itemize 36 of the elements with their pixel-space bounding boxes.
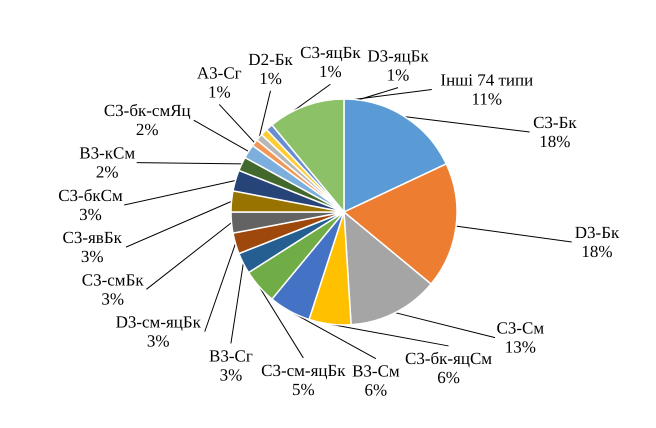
data-label: 1% xyxy=(208,82,231,102)
slice-label: D3-Бк xyxy=(574,223,620,242)
data-label: 2% xyxy=(96,162,119,182)
data-label: 1% xyxy=(259,68,282,88)
slice-label: D2-Бк xyxy=(248,50,294,69)
data-label: 3% xyxy=(79,204,102,224)
slice-label: D3-см-яцБк xyxy=(116,312,202,332)
slice-label: А3-Сг xyxy=(196,63,242,82)
data-label: 18% xyxy=(581,242,613,262)
slice-label: В3-См xyxy=(352,362,400,381)
slice-label: С3-яцБк xyxy=(300,43,362,62)
slice-label: С3-явБк xyxy=(62,228,123,248)
data-label: 3% xyxy=(101,289,124,308)
data-label: 2% xyxy=(136,120,159,140)
slice-label: С3-бк-яцСм xyxy=(404,348,492,368)
slice-label: С3-См xyxy=(496,318,544,338)
slice-label: В3-кСм xyxy=(79,144,136,163)
slice-label: Інші 74 типи xyxy=(440,70,534,90)
slice-label: С3-смБк xyxy=(82,270,144,290)
data-label: 18% xyxy=(539,132,570,152)
data-label: 13% xyxy=(504,338,536,357)
slice-label: С3-бк-смЯц xyxy=(104,101,191,120)
data-label: 6% xyxy=(364,380,388,400)
data-label: 6% xyxy=(437,368,460,387)
slice-label: С3-Бк xyxy=(533,113,578,132)
data-label: 3% xyxy=(80,247,104,266)
slice-label: D3-яцБк xyxy=(367,46,430,66)
slice-label: С3-бкСм xyxy=(58,186,123,205)
data-label: 1% xyxy=(319,62,342,82)
slice-label: С3-см-яцБк xyxy=(261,360,346,380)
data-label: 5% xyxy=(292,380,315,399)
data-label: 1% xyxy=(386,66,410,85)
data-label: 11% xyxy=(472,89,502,108)
data-label: 3% xyxy=(146,332,170,351)
data-label: 3% xyxy=(220,365,242,384)
slice-label: В3-Сг xyxy=(208,346,253,366)
